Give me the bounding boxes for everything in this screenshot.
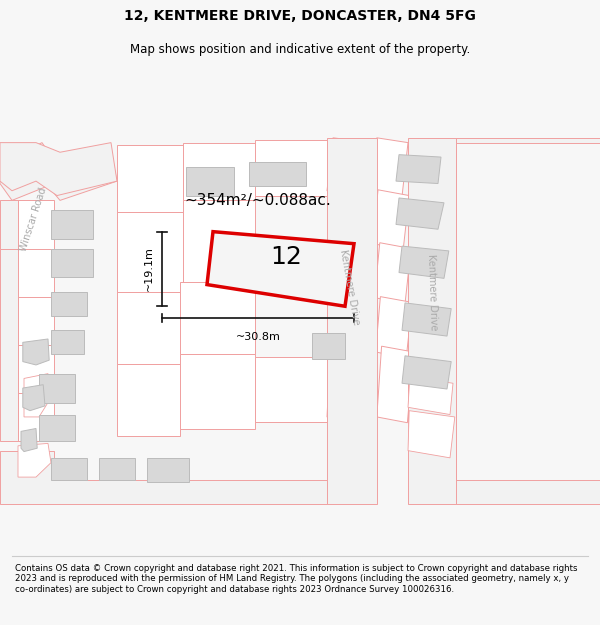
- Polygon shape: [255, 140, 327, 196]
- Polygon shape: [327, 138, 372, 201]
- Polygon shape: [402, 356, 451, 389]
- Polygon shape: [0, 249, 18, 441]
- Polygon shape: [39, 414, 75, 441]
- Polygon shape: [399, 246, 449, 278]
- Polygon shape: [23, 385, 45, 411]
- Text: ~30.8m: ~30.8m: [236, 332, 280, 342]
- Polygon shape: [374, 242, 411, 304]
- Text: ~19.1m: ~19.1m: [144, 246, 154, 291]
- Polygon shape: [408, 377, 453, 414]
- Polygon shape: [327, 357, 363, 424]
- Text: 12: 12: [270, 245, 302, 269]
- Polygon shape: [327, 248, 366, 311]
- Polygon shape: [456, 138, 600, 142]
- Text: 12, KENTMERE DRIVE, DONCASTER, DN4 5FG: 12, KENTMERE DRIVE, DONCASTER, DN4 5FG: [124, 9, 476, 23]
- Polygon shape: [51, 210, 93, 239]
- Text: Kentmere Drive: Kentmere Drive: [425, 253, 439, 330]
- Polygon shape: [408, 138, 456, 504]
- Polygon shape: [408, 411, 455, 458]
- Polygon shape: [372, 138, 408, 196]
- Text: Winscar Road: Winscar Road: [18, 186, 48, 253]
- Text: Kentmere Drive: Kentmere Drive: [338, 249, 361, 326]
- Polygon shape: [180, 354, 255, 429]
- Polygon shape: [186, 167, 234, 196]
- Polygon shape: [396, 198, 444, 229]
- Polygon shape: [18, 249, 54, 297]
- Polygon shape: [99, 458, 135, 479]
- Text: Map shows position and indicative extent of the property.: Map shows position and indicative extent…: [130, 42, 470, 56]
- Polygon shape: [183, 201, 255, 282]
- Polygon shape: [255, 357, 327, 422]
- Polygon shape: [312, 332, 345, 359]
- Polygon shape: [117, 292, 180, 364]
- Polygon shape: [21, 429, 37, 452]
- Polygon shape: [18, 443, 51, 477]
- Polygon shape: [0, 451, 327, 504]
- Polygon shape: [327, 193, 369, 253]
- Polygon shape: [0, 142, 117, 196]
- Polygon shape: [327, 138, 377, 504]
- Polygon shape: [249, 162, 306, 186]
- Polygon shape: [18, 393, 54, 441]
- Polygon shape: [396, 154, 441, 184]
- Polygon shape: [0, 201, 18, 249]
- Polygon shape: [24, 374, 51, 417]
- Polygon shape: [373, 190, 409, 249]
- Polygon shape: [207, 232, 354, 306]
- Polygon shape: [377, 346, 413, 423]
- Polygon shape: [456, 138, 600, 504]
- Polygon shape: [0, 142, 117, 201]
- Polygon shape: [51, 292, 87, 316]
- Text: Contains OS data © Crown copyright and database right 2021. This information is : Contains OS data © Crown copyright and d…: [15, 564, 577, 594]
- Polygon shape: [18, 345, 54, 393]
- Polygon shape: [117, 145, 183, 212]
- Text: ~354m²/~0.088ac.: ~354m²/~0.088ac.: [185, 193, 331, 208]
- Polygon shape: [18, 201, 54, 249]
- Polygon shape: [51, 330, 84, 354]
- Polygon shape: [51, 249, 93, 278]
- Polygon shape: [327, 305, 365, 364]
- Polygon shape: [18, 297, 54, 345]
- Polygon shape: [402, 303, 451, 336]
- Polygon shape: [376, 297, 412, 358]
- Polygon shape: [117, 213, 183, 292]
- Polygon shape: [117, 364, 180, 436]
- Polygon shape: [147, 458, 189, 482]
- Polygon shape: [39, 374, 75, 402]
- Polygon shape: [183, 142, 255, 201]
- Polygon shape: [180, 282, 255, 354]
- Polygon shape: [23, 339, 49, 365]
- Polygon shape: [51, 458, 87, 479]
